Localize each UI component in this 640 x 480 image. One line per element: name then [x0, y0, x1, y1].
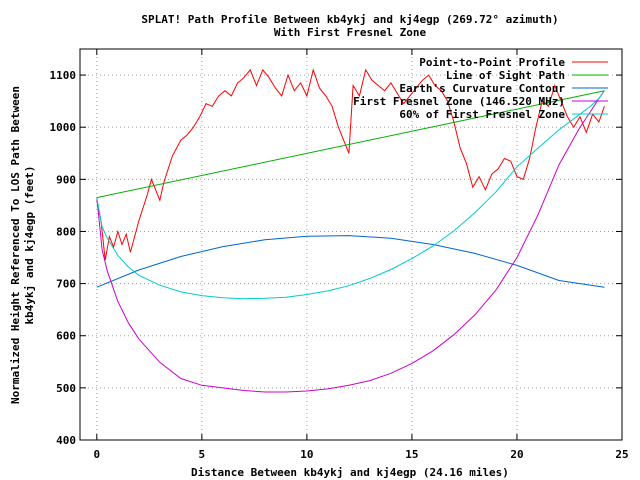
tick-labels: 400 500 600 700 800 900 1000 1100 0 5 10 15 20 25 [50, 49, 629, 461]
y-axis-label-line-2: kb4ykj and kj4egp (feet) [23, 166, 36, 325]
y-tick-label: 600 [56, 330, 76, 343]
y-tick-label: 500 [56, 382, 76, 395]
y-tick-label: 900 [56, 173, 76, 186]
legend-label-1: Point-to-Point Profile [419, 56, 565, 69]
x-tick-label: 0 [93, 448, 100, 461]
series-line-1 [96, 68, 605, 261]
y-tick-label: 400 [56, 434, 76, 447]
series-line-5 [96, 90, 605, 300]
y-tick-label: 800 [56, 225, 76, 238]
y-tick-label: 700 [56, 278, 76, 291]
legend-label-4: First Fresnel Zone (146.520 MHz) [353, 95, 565, 108]
legend-label-5: 60% of First Fresnel Zone [399, 108, 565, 121]
y-tick-label: 1000 [50, 121, 77, 134]
legend-label-2: Line of Sight Path [446, 69, 565, 82]
x-tick-label: 25 [615, 448, 628, 461]
x-tick-label: 10 [300, 448, 313, 461]
x-axis-label: Distance Between kb4ykj and kj4egp (24.1… [191, 466, 509, 479]
chart-subtitle: With First Fresnel Zone [274, 26, 427, 39]
x-tick-label: 5 [199, 448, 206, 461]
y-axis-label-line-1: Normalized Height Referenced To LOS Path… [9, 86, 22, 404]
plot-frame [79, 48, 623, 441]
y-tick-label: 1100 [50, 69, 77, 82]
series-line-2 [96, 90, 605, 199]
x-tick-label: 20 [510, 448, 523, 461]
series-line-3 [96, 235, 605, 288]
x-tick-label: 15 [405, 448, 418, 461]
data-series [96, 68, 605, 393]
chart-title: SPLAT! Path Profile Between kb4ykj and k… [141, 13, 558, 26]
series-line-4 [96, 90, 605, 393]
legend-label-3: Earth's Curvature Contour [399, 82, 565, 95]
